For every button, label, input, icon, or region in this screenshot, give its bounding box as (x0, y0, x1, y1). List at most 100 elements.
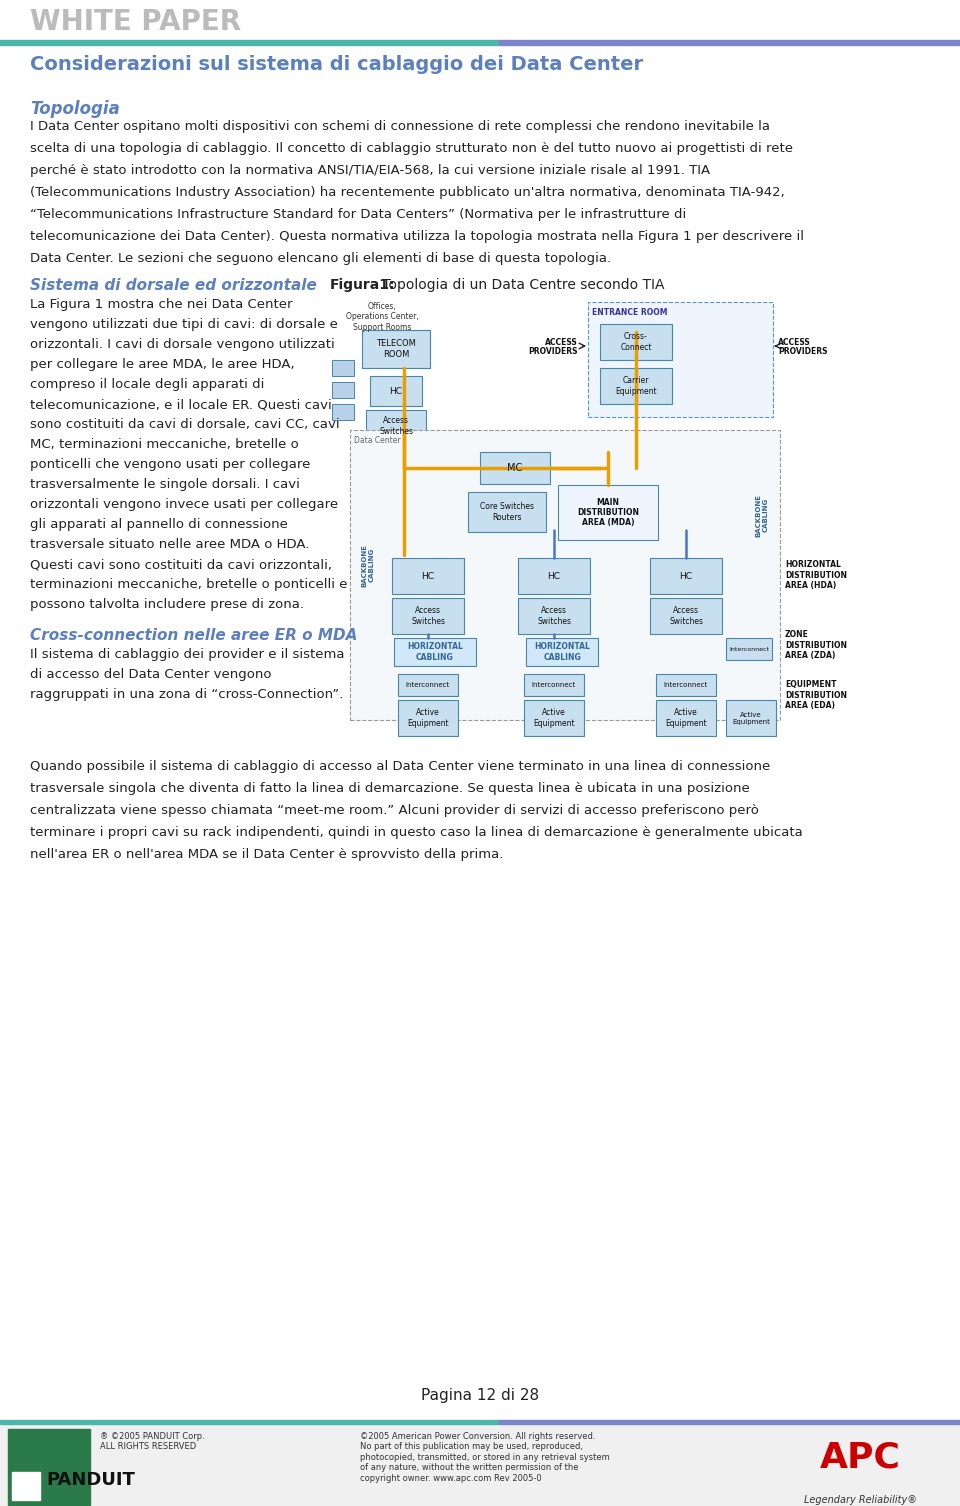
Text: Sistema di dorsale ed orizzontale: Sistema di dorsale ed orizzontale (30, 279, 317, 294)
Text: Pagina 12 di 28: Pagina 12 di 28 (420, 1389, 540, 1404)
Bar (600, 367, 672, 404)
Bar (518, 559, 590, 593)
Bar (362, 330, 430, 367)
Text: orizzontali vengono invece usati per collegare: orizzontali vengono invece usati per col… (30, 498, 338, 511)
Bar (392, 598, 464, 634)
Text: ponticelli che vengono usati per collegare: ponticelli che vengono usati per collega… (30, 458, 310, 471)
Text: La Figura 1 mostra che nei Data Center: La Figura 1 mostra che nei Data Center (30, 298, 293, 312)
Text: raggruppati in una zona di “cross-Connection”.: raggruppati in una zona di “cross-Connec… (30, 688, 344, 700)
Text: HC: HC (421, 571, 435, 580)
Bar (468, 492, 546, 532)
Text: Topologia: Topologia (30, 99, 120, 117)
Bar (600, 324, 672, 360)
Text: Considerazioni sul sistema di cablaggio dei Data Center: Considerazioni sul sistema di cablaggio … (30, 56, 643, 74)
Text: ACCESS: ACCESS (778, 337, 811, 346)
Text: I Data Center ospitano molti dispositivi con schemi di connessione di rete compl: I Data Center ospitano molti dispositivi… (30, 120, 770, 133)
Bar (394, 639, 476, 666)
Text: nell'area ER o nell'area MDA se il Data Center è sprovvisto della prima.: nell'area ER o nell'area MDA se il Data … (30, 848, 503, 861)
Bar (656, 700, 716, 736)
Bar (350, 431, 780, 720)
Text: Access
Switches: Access Switches (537, 607, 571, 625)
Text: EQUIPMENT
DISTRIBUTION
AREA (EDA): EQUIPMENT DISTRIBUTION AREA (EDA) (785, 681, 847, 709)
Text: HORIZONTAL
CABLING: HORIZONTAL CABLING (534, 642, 590, 661)
Bar (656, 675, 716, 696)
Text: trasversalmente le singole dorsali. I cavi: trasversalmente le singole dorsali. I ca… (30, 477, 300, 491)
Text: MC: MC (508, 462, 522, 473)
Bar (650, 559, 722, 593)
Text: HORIZONTAL
CABLING: HORIZONTAL CABLING (407, 642, 463, 661)
Text: ©2005 American Power Conversion. All rights reserved.
No part of this publicatio: ©2005 American Power Conversion. All rig… (360, 1432, 610, 1482)
Text: sono costituiti da cavi di dorsale, cavi CC, cavi: sono costituiti da cavi di dorsale, cavi… (30, 419, 340, 431)
Text: HC: HC (680, 571, 692, 580)
Text: WHITE PAPER: WHITE PAPER (30, 8, 241, 36)
Bar (370, 376, 422, 407)
Text: Cross-connection nelle aree ER o MDA: Cross-connection nelle aree ER o MDA (30, 628, 357, 643)
Text: MC, terminazioni meccaniche, bretelle o: MC, terminazioni meccaniche, bretelle o (30, 438, 299, 450)
Text: (Telecommunications Industry Association) ha recentemente pubblicato un'altra no: (Telecommunications Industry Association… (30, 187, 784, 199)
Text: Topologia di un Data Centre secondo TIA: Topologia di un Data Centre secondo TIA (378, 279, 664, 292)
Bar (366, 410, 426, 441)
Text: Active
Equipment: Active Equipment (732, 711, 770, 724)
Text: HC: HC (390, 387, 402, 396)
Text: Quando possibile il sistema di cablaggio di accesso al Data Center viene termina: Quando possibile il sistema di cablaggio… (30, 761, 770, 773)
Text: centralizzata viene spesso chiamata “meet-me room.” Alcuni provider di servizi d: centralizzata viene spesso chiamata “mee… (30, 804, 758, 816)
Bar (332, 360, 354, 376)
Text: perché è stato introdotto con la normativa ANSI/TIA/EIA-568, la cui versione ini: perché è stato introdotto con la normati… (30, 164, 710, 178)
Text: scelta di una topologia di cablaggio. Il concetto di cablaggio strutturato non è: scelta di una topologia di cablaggio. Il… (30, 142, 793, 155)
Text: possono talvolta includere prese di zona.: possono talvolta includere prese di zona… (30, 598, 304, 611)
Text: TELECOM
ROOM: TELECOM ROOM (376, 339, 416, 358)
Text: HC: HC (547, 571, 561, 580)
Text: ® ©2005 PANDUIT Corp.
ALL RIGHTS RESERVED: ® ©2005 PANDUIT Corp. ALL RIGHTS RESERVE… (100, 1432, 204, 1452)
Text: Data Center. Le sezioni che seguono elencano gli elementi di base di questa topo: Data Center. Le sezioni che seguono elen… (30, 252, 612, 265)
Bar (398, 675, 458, 696)
Text: “Telecommunications Infrastructure Standard for Data Centers” (Normativa per le : “Telecommunications Infrastructure Stand… (30, 208, 686, 221)
Text: Cross-
Connect: Cross- Connect (620, 333, 652, 352)
Bar (558, 485, 658, 541)
Text: Active
Equipment: Active Equipment (665, 708, 707, 727)
Text: BACKBONE
CABLING: BACKBONE CABLING (362, 544, 374, 586)
Text: BACKBONE
CABLING: BACKBONE CABLING (756, 494, 769, 536)
Text: vengono utilizzati due tipi di cavi: di dorsale e: vengono utilizzati due tipi di cavi: di … (30, 318, 338, 331)
Text: HORIZONTAL
DISTRIBUTION
AREA (HDA): HORIZONTAL DISTRIBUTION AREA (HDA) (785, 560, 847, 590)
Bar (332, 404, 354, 420)
Text: ZONE
DISTRIBUTION
AREA (ZDA): ZONE DISTRIBUTION AREA (ZDA) (785, 630, 847, 660)
Bar (0, 1425, 960, 1506)
Text: per collegare le aree MDA, le aree HDA,: per collegare le aree MDA, le aree HDA, (30, 358, 295, 370)
Text: Il sistema di cablaggio dei provider e il sistema: Il sistema di cablaggio dei provider e i… (30, 648, 345, 661)
Bar (0, 1420, 499, 1425)
Text: compreso il locale degli apparati di: compreso il locale degli apparati di (30, 378, 264, 392)
Bar (499, 41, 960, 45)
Bar (650, 598, 722, 634)
Text: PROVIDERS: PROVIDERS (529, 346, 578, 355)
Text: Legendary Reliability®: Legendary Reliability® (804, 1495, 917, 1504)
Text: di accesso del Data Center vengono: di accesso del Data Center vengono (30, 669, 272, 681)
Text: gli apparati al pannello di connessione: gli apparati al pannello di connessione (30, 518, 288, 532)
Text: orizzontali. I cavi di dorsale vengono utilizzati: orizzontali. I cavi di dorsale vengono u… (30, 337, 335, 351)
Bar (332, 383, 354, 398)
Text: APC: APC (820, 1440, 900, 1474)
Bar (588, 303, 773, 417)
Text: Access
Switches: Access Switches (379, 416, 413, 435)
Text: Active
Equipment: Active Equipment (533, 708, 575, 727)
Text: Questi cavi sono costituiti da cavi orizzontali,: Questi cavi sono costituiti da cavi oriz… (30, 559, 332, 571)
Text: PANDUIT: PANDUIT (46, 1471, 134, 1489)
Text: trasversale situato nelle aree MDA o HDA.: trasversale situato nelle aree MDA o HDA… (30, 538, 309, 551)
Text: terminare i propri cavi su rack indipendenti, quindi in questo caso la linea di : terminare i propri cavi su rack indipend… (30, 825, 803, 839)
Bar (0, 41, 499, 45)
Text: trasversale singola che diventa di fatto la linea di demarcazione. Se questa lin: trasversale singola che diventa di fatto… (30, 782, 750, 795)
Text: Carrier
Equipment: Carrier Equipment (615, 376, 657, 396)
Text: Figura1:: Figura1: (330, 279, 396, 292)
Text: telecomunicazione dei Data Center). Questa normativa utilizza la topologia mostr: telecomunicazione dei Data Center). Ques… (30, 230, 804, 242)
Text: Interconnect: Interconnect (406, 682, 450, 688)
Text: Core Switches
Routers: Core Switches Routers (480, 503, 534, 521)
Bar (8, 1429, 90, 1504)
Text: Access
Switches: Access Switches (411, 607, 445, 625)
Text: terminazioni meccaniche, bretelle o ponticelli e: terminazioni meccaniche, bretelle o pont… (30, 578, 348, 590)
Bar (524, 675, 584, 696)
Bar (12, 1471, 40, 1500)
Text: ENTRANCE ROOM: ENTRANCE ROOM (592, 309, 667, 316)
Text: telecomunicazione, e il locale ER. Questi cavi: telecomunicazione, e il locale ER. Quest… (30, 398, 332, 411)
Bar (480, 452, 550, 483)
Text: MAIN
DISTRIBUTION
AREA (MDA): MAIN DISTRIBUTION AREA (MDA) (577, 497, 639, 527)
Text: Active
Equipment: Active Equipment (407, 708, 449, 727)
